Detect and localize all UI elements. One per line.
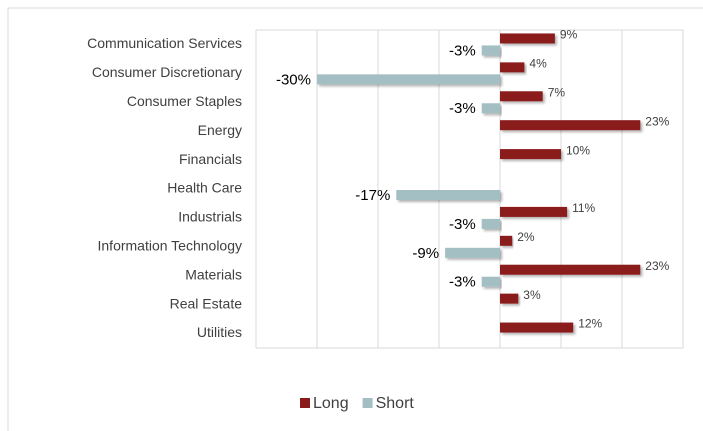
- bar: [500, 149, 561, 160]
- value-label: 23%: [645, 259, 669, 273]
- bar: [500, 120, 641, 131]
- bar: [481, 103, 500, 114]
- bar: [500, 62, 525, 73]
- category-label: Information Technology: [98, 238, 243, 254]
- bar: [445, 247, 500, 258]
- bar: [500, 293, 519, 304]
- value-label: -3%: [449, 100, 476, 117]
- bar: [500, 264, 641, 275]
- value-label: 3%: [523, 288, 541, 302]
- legend-label: Long: [313, 395, 349, 412]
- bar: [500, 235, 513, 246]
- bar: [500, 91, 543, 102]
- legend-swatch: [362, 398, 373, 408]
- value-label: 23%: [645, 114, 669, 128]
- value-label: 4%: [529, 57, 547, 71]
- category-label: Consumer Staples: [127, 93, 242, 109]
- value-label: 12%: [578, 317, 602, 331]
- bar: [500, 206, 568, 217]
- value-label: -9%: [412, 245, 439, 262]
- category-label: Materials: [185, 266, 242, 282]
- category-label: Health Care: [167, 180, 242, 196]
- value-label: 7%: [548, 85, 566, 99]
- bar: [481, 276, 500, 287]
- category-label: Real Estate: [170, 295, 243, 311]
- bar: [317, 74, 500, 85]
- legend-label: Short: [376, 395, 415, 412]
- chart-border: [7, 7, 703, 431]
- legend-swatch: [300, 398, 310, 408]
- bar: [481, 218, 500, 229]
- value-label: 2%: [517, 230, 535, 244]
- category-label: Consumer Discretionary: [92, 64, 242, 80]
- value-label: 10%: [566, 143, 590, 157]
- value-label: -30%: [276, 71, 311, 88]
- category-label: Financials: [179, 151, 242, 167]
- bar: [500, 33, 555, 44]
- value-label: -3%: [449, 216, 476, 233]
- category-label: Communication Services: [87, 35, 242, 51]
- bar: [500, 322, 574, 333]
- category-label: Energy: [198, 122, 242, 138]
- bar: [396, 190, 500, 200]
- value-label: 9%: [560, 28, 578, 42]
- value-label: -17%: [355, 187, 390, 204]
- value-label: -3%: [449, 274, 476, 291]
- category-label: Industrials: [178, 209, 242, 225]
- bar: [481, 45, 500, 56]
- value-label: 11%: [572, 201, 595, 215]
- value-label: -3%: [449, 42, 476, 59]
- category-label: Utilities: [197, 324, 242, 340]
